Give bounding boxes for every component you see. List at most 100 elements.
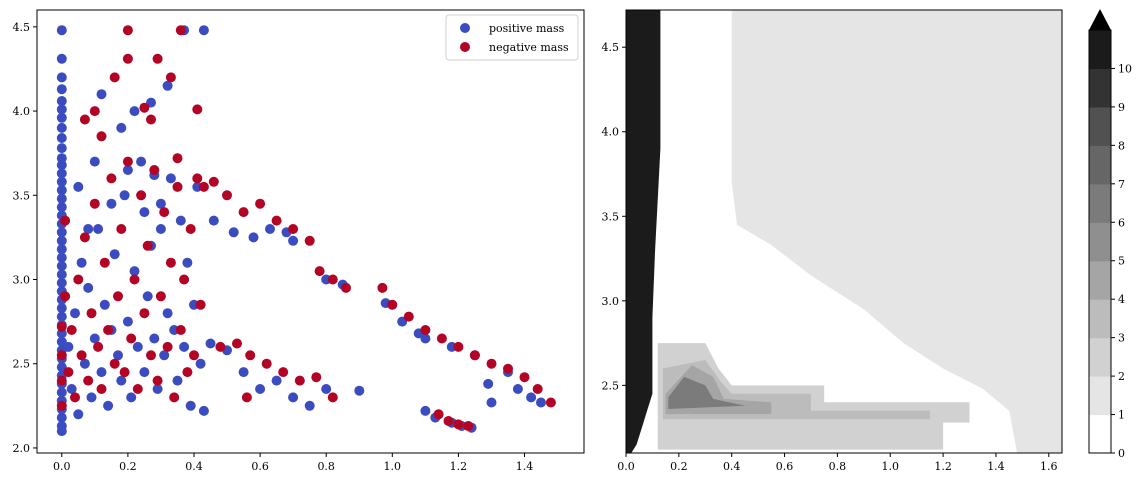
positive-mass-point [56,84,67,95]
positive-mass-point [99,299,110,310]
negative-mass-point [241,392,252,403]
positive-mass-point [536,397,546,408]
y-tick-label: 4.5 [13,21,31,34]
positive-mass-point [136,156,147,167]
negative-mass-point [443,416,454,426]
negative-mass-point [278,367,289,378]
x-tick-label: 1.6 [1040,460,1058,473]
negative-mass-point [179,274,190,285]
colorbar-level-2 [1089,337,1111,377]
x-tick-label: 0.6 [776,460,794,473]
positive-mass-point [63,341,74,352]
positive-mass-point [205,338,216,349]
colorbar-tick-label: 4 [1118,293,1125,306]
positive-mass-point [122,316,133,327]
negative-mass-point [172,181,183,192]
positive-mass-point [129,106,140,117]
negative-mass-point [195,299,206,310]
negative-mass-point [109,358,120,369]
negative-mass-point [519,372,530,383]
negative-mass-point [103,325,114,335]
negative-mass-point [89,106,100,117]
positive-mass-point [483,378,494,389]
negative-mass-point [175,325,186,335]
negative-mass-point [341,282,351,293]
colorbar-tick-label: 6 [1118,216,1125,229]
negative-mass-point [192,104,203,115]
negative-mass-point [60,291,71,302]
colorbar-tick-label: 2 [1118,370,1125,383]
colorbar-tick-label: 7 [1118,178,1125,191]
y-tick-label: 2.5 [13,358,31,371]
heatmap-region-level-1 [731,10,1062,453]
negative-mass-point [99,257,110,268]
positive-mass-point [79,358,90,369]
negative-mass-point [56,375,67,386]
positive-mass-point [155,198,166,209]
negative-mass-point [142,240,153,251]
positive-mass-point [228,227,239,238]
positive-mass-point [354,385,365,396]
legend-marker-negative [460,42,470,52]
scatter-points [56,25,556,437]
positive-mass-point [116,375,127,386]
negative-mass-point [132,384,143,394]
negative-mass-point [377,282,388,293]
negative-mass-point [109,72,120,83]
x-tick-label: 0.0 [53,460,71,473]
negative-mass-point [436,333,447,344]
negative-mass-point [126,333,137,344]
positive-mass-point [139,367,150,378]
negative-mass-point [66,325,77,335]
negative-mass-point [63,367,74,378]
positive-mass-point [122,165,133,175]
legend: positive mass negative mass [445,14,579,61]
positive-mass-point [56,133,67,143]
positive-mass-point [265,224,275,234]
positive-mass-point [56,96,67,106]
positive-mass-point [56,122,67,133]
heatmap-axes: 0.0 0.2 0.4 0.6 0.8 1.0 1.2 1.4 1.6 2.5 3.0 3.5 4.0… [602,9,1063,473]
positive-mass-point [172,375,183,386]
positive-mass-point [56,176,67,187]
positive-mass-point [86,392,97,403]
legend-label-negative: negative mass [489,41,569,54]
y-tick-label: 4.5 [602,41,620,54]
positive-mass-point [56,235,67,246]
legend-box [445,14,579,61]
legend-label-positive: positive mass [489,22,565,35]
negative-mass-point [433,409,444,420]
positive-mass-point [106,198,117,209]
heatmap-region-level-2 [657,343,970,450]
positive-mass-point [56,227,67,238]
positive-mass-point [238,367,249,378]
negative-mass-point [136,190,147,201]
positive-mass-point [162,80,173,91]
negative-mass-point [403,311,414,322]
negative-mass-point [222,190,232,201]
positive-mass-point [56,269,67,280]
positive-mass-point [132,341,143,352]
positive-mass-point [103,400,114,411]
scatter-plot-area [37,10,584,453]
negative-mass-point [79,114,90,125]
positive-mass-point [56,160,67,170]
colorbar-level-10 [1089,30,1111,69]
positive-mass-point [175,215,186,226]
negative-mass-point [56,350,67,361]
negative-mass-point [208,176,219,187]
positive-mass-point [486,397,497,408]
negative-mass-point [261,358,272,369]
scatter-y-ticks: 2.0 2.5 3.0 3.5 4.0 4.5 [13,21,37,455]
positive-mass-point [129,266,140,277]
colorbar-level-8 [1089,106,1111,146]
heatmap-region-level-6 [668,376,745,409]
negative-mass-point [70,392,80,403]
negative-mass-point [182,367,193,378]
y-tick-label: 3.0 [13,274,31,287]
negative-mass-point [172,153,183,164]
colorbar-level-4 [1089,260,1111,300]
positive-mass-point [56,104,67,115]
y-tick-label: 4.0 [13,105,31,118]
